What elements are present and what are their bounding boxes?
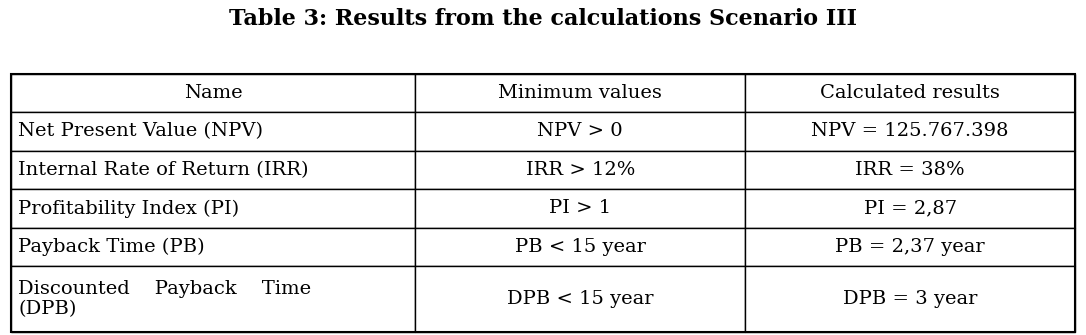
Text: NPV = 125.767.398: NPV = 125.767.398: [811, 123, 1009, 140]
Bar: [745, 112, 1075, 151]
Bar: [745, 228, 1075, 266]
Bar: [11, 112, 415, 151]
Text: Net Present Value (NPV): Net Present Value (NPV): [18, 123, 264, 140]
Text: DPB < 15 year: DPB < 15 year: [507, 290, 654, 308]
Text: Minimum values: Minimum values: [498, 84, 662, 102]
Bar: [415, 151, 745, 189]
Text: Calculated results: Calculated results: [820, 84, 1000, 102]
Bar: [11, 74, 1075, 332]
Text: Payback Time (PB): Payback Time (PB): [18, 238, 205, 256]
Text: Discounted    Payback    Time
(DPB): Discounted Payback Time (DPB): [18, 279, 312, 318]
Bar: [11, 266, 415, 332]
Bar: [745, 266, 1075, 332]
Text: PI = 2,87: PI = 2,87: [863, 199, 957, 217]
Bar: [745, 189, 1075, 228]
Text: IRR > 12%: IRR > 12%: [526, 161, 635, 179]
Bar: [415, 74, 745, 112]
Bar: [415, 112, 745, 151]
Text: Table 3: Results from the calculations Scenario III: Table 3: Results from the calculations S…: [229, 8, 857, 30]
Text: DPB = 3 year: DPB = 3 year: [843, 290, 977, 308]
Text: Internal Rate of Return (IRR): Internal Rate of Return (IRR): [18, 161, 308, 179]
Text: Name: Name: [184, 84, 242, 102]
Bar: [11, 151, 415, 189]
Text: NPV > 0: NPV > 0: [538, 123, 623, 140]
Text: PB = 2,37 year: PB = 2,37 year: [835, 238, 985, 256]
Bar: [415, 189, 745, 228]
Bar: [415, 266, 745, 332]
Bar: [745, 151, 1075, 189]
Text: PI > 1: PI > 1: [550, 199, 611, 217]
Bar: [745, 74, 1075, 112]
Bar: [11, 228, 415, 266]
Text: Profitability Index (PI): Profitability Index (PI): [18, 199, 240, 217]
Text: PB < 15 year: PB < 15 year: [515, 238, 646, 256]
Bar: [11, 189, 415, 228]
Bar: [415, 228, 745, 266]
Bar: [11, 74, 415, 112]
Text: IRR = 38%: IRR = 38%: [856, 161, 965, 179]
